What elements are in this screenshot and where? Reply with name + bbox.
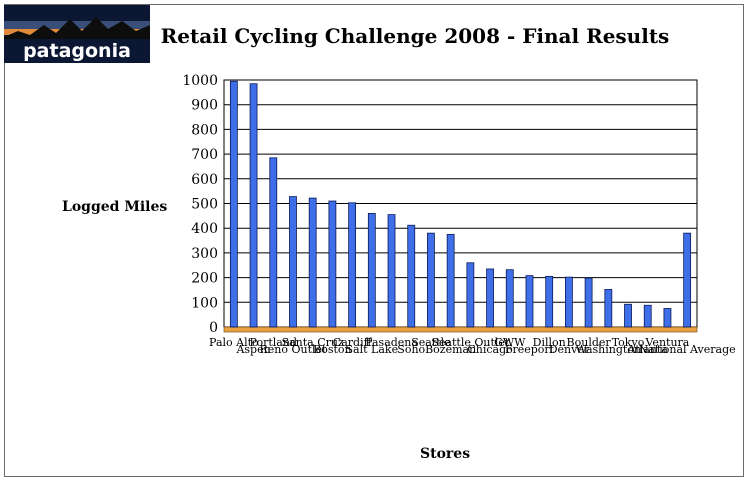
y-tick-label: 700: [191, 147, 218, 163]
x-tick-label: Seattle: [411, 336, 450, 349]
bar-14: [486, 268, 494, 328]
y-tick-label: 100: [191, 295, 218, 311]
chart-floor: [223, 326, 698, 333]
x-tick-label: Dillon: [533, 336, 566, 349]
x-tick-label: Denver: [549, 343, 590, 356]
bar-7: [348, 202, 357, 328]
bar-22: [643, 304, 652, 328]
x-tick-label: Salt Lake: [346, 343, 399, 356]
y-tick-label: 800: [191, 122, 218, 138]
bar-8: [367, 212, 376, 328]
bar-17: [545, 275, 554, 328]
x-tick-label: Reno Outlet: [259, 343, 327, 356]
bar-24: [683, 232, 692, 328]
y-axis-label: Logged Miles: [62, 199, 168, 215]
bar-16: [525, 275, 534, 328]
bar-5: [308, 197, 317, 328]
bar-15: [505, 269, 514, 328]
x-tick-label: Freeport: [505, 343, 555, 356]
y-tick-label: 400: [191, 221, 218, 237]
bar-18: [564, 276, 573, 328]
x-tick-label: National Average: [639, 343, 736, 356]
bar-23: [663, 308, 672, 328]
bar-1: [229, 80, 238, 328]
y-tick-label: 500: [191, 197, 218, 213]
x-tick-label: Boulder: [567, 336, 612, 349]
x-tick-label: Chicago: [467, 343, 513, 356]
x-tick-label: Santa Cruz: [282, 336, 344, 349]
bar-19: [584, 277, 593, 328]
y-tick-label: 200: [191, 271, 218, 287]
bar-13: [466, 262, 475, 328]
x-tick-label: Seattle Outlet: [431, 336, 510, 349]
bar-9: [387, 214, 396, 328]
x-tick-label: Boston: [313, 343, 351, 356]
y-tick-label: 600: [191, 172, 218, 188]
x-tick-label: Bozeman: [425, 343, 476, 356]
x-tick-label: Washington: [576, 343, 641, 356]
bar-21: [624, 303, 632, 328]
bar-20: [604, 289, 613, 328]
chart-title: Retail Cycling Challenge 2008 - Final Re…: [160, 24, 670, 48]
x-tick-label: Atlanta: [627, 343, 669, 356]
x-tick-label: Tokyo: [612, 336, 645, 349]
x-tick-label: Aspen: [235, 343, 270, 356]
x-tick-label: Portland: [250, 336, 297, 349]
logo-text: patagonia: [23, 40, 131, 62]
x-tick-label: Soho: [397, 343, 425, 356]
x-tick-label: Pasadena: [365, 336, 418, 349]
x-tick-label: Palo Alto: [209, 336, 259, 349]
x-axis-label: Stores: [420, 446, 471, 462]
y-tick-label: 300: [191, 246, 218, 262]
bar-6: [328, 200, 337, 328]
x-tick-label: GWW: [494, 336, 526, 349]
y-tick-label: 0: [209, 320, 218, 336]
bar-4: [289, 196, 297, 328]
bar-12: [446, 233, 455, 328]
bar-3: [269, 157, 278, 328]
x-tick-label: Ventura: [645, 336, 690, 349]
y-tick-label: 900: [191, 98, 218, 114]
x-tick-label: Cardiff: [333, 336, 373, 349]
patagonia-logo: patagonia: [4, 5, 150, 63]
y-tick-label: 1000: [182, 73, 218, 89]
bar-10: [407, 224, 416, 328]
bar-11: [427, 232, 435, 328]
bar-2: [249, 83, 258, 328]
